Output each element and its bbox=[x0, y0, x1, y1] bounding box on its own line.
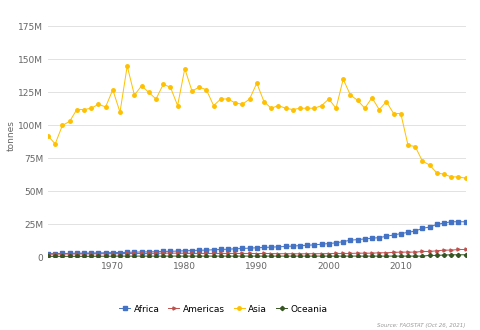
Americas bbox=[261, 251, 267, 255]
Americas bbox=[88, 252, 94, 256]
Americas bbox=[110, 251, 116, 255]
Asia bbox=[60, 123, 65, 127]
Africa bbox=[45, 252, 51, 256]
Americas bbox=[463, 248, 468, 251]
Africa bbox=[261, 246, 267, 249]
Oceania bbox=[88, 254, 94, 258]
Oceania bbox=[110, 254, 116, 258]
Oceania bbox=[463, 253, 468, 257]
Asia bbox=[463, 176, 468, 180]
Americas bbox=[45, 252, 51, 256]
Asia bbox=[160, 82, 166, 86]
Oceania bbox=[261, 254, 267, 258]
Legend: Africa, Americas, Asia, Oceania: Africa, Americas, Asia, Oceania bbox=[116, 301, 331, 317]
Africa bbox=[60, 251, 65, 255]
Asia bbox=[268, 106, 274, 110]
Americas bbox=[456, 248, 461, 251]
Line: Oceania: Oceania bbox=[47, 253, 467, 258]
Text: Source: FAOSTAT (Oct 26, 2021): Source: FAOSTAT (Oct 26, 2021) bbox=[377, 323, 466, 328]
Asia bbox=[124, 64, 130, 68]
Africa bbox=[463, 220, 468, 224]
Africa bbox=[348, 238, 353, 242]
Africa bbox=[153, 250, 159, 254]
Oceania bbox=[448, 253, 454, 257]
Americas bbox=[348, 251, 353, 255]
Line: Asia: Asia bbox=[46, 64, 468, 180]
Line: Americas: Americas bbox=[47, 248, 467, 256]
Americas bbox=[60, 252, 65, 256]
Africa bbox=[88, 251, 94, 255]
Oceania bbox=[348, 254, 353, 258]
Oceania bbox=[60, 254, 65, 258]
Y-axis label: tonnes: tonnes bbox=[6, 120, 15, 151]
Africa bbox=[448, 220, 454, 224]
Asia bbox=[88, 106, 94, 110]
Americas bbox=[153, 251, 159, 255]
Asia bbox=[355, 98, 360, 102]
Asia bbox=[45, 134, 51, 138]
Africa bbox=[110, 251, 116, 255]
Oceania bbox=[45, 254, 51, 258]
Line: Africa: Africa bbox=[47, 220, 467, 255]
Oceania bbox=[153, 254, 159, 258]
Asia bbox=[110, 88, 116, 92]
